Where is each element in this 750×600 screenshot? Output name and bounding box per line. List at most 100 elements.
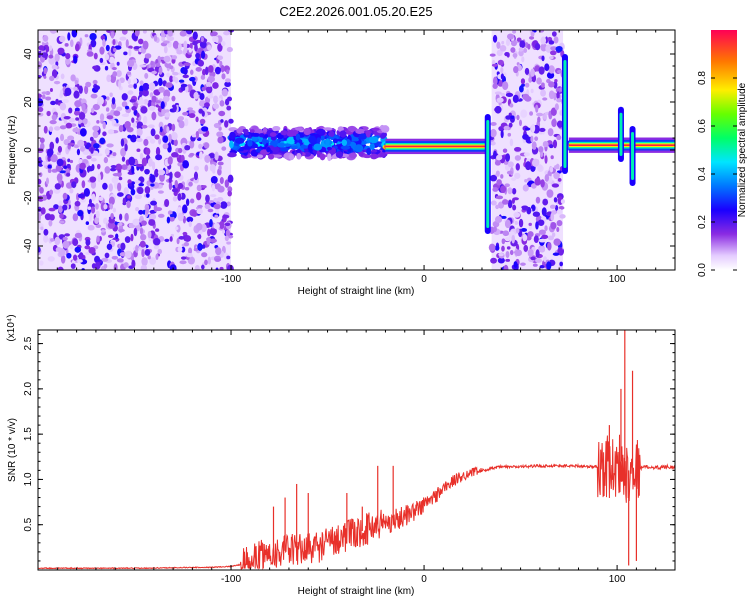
heat-cell bbox=[272, 154, 283, 158]
heat-cell bbox=[554, 204, 559, 211]
heat-cell bbox=[557, 178, 562, 182]
heat-cell bbox=[72, 213, 79, 222]
heat-cell bbox=[69, 188, 74, 194]
heat-cell bbox=[369, 136, 379, 144]
heat-cell bbox=[544, 155, 548, 164]
heat-cell bbox=[192, 40, 198, 46]
heat-cell bbox=[131, 105, 137, 111]
heat-cell bbox=[506, 170, 513, 175]
heat-cell bbox=[313, 143, 323, 151]
heat-cell bbox=[190, 76, 196, 81]
heat-cell bbox=[494, 91, 502, 95]
heat-cell bbox=[49, 189, 54, 196]
heat-cell bbox=[64, 42, 69, 47]
heat-cell bbox=[92, 130, 99, 139]
heat-cell bbox=[308, 135, 317, 144]
heat-cell bbox=[71, 181, 77, 189]
heat-cell bbox=[201, 252, 208, 258]
heat-cell bbox=[162, 95, 170, 103]
heat-cell bbox=[226, 241, 231, 245]
heat-cell bbox=[53, 204, 59, 210]
heat-cell bbox=[69, 159, 74, 164]
heat-cell bbox=[538, 246, 546, 253]
heat-cell bbox=[103, 156, 109, 164]
heat-cell bbox=[358, 133, 367, 140]
heat-cell bbox=[290, 145, 298, 150]
heat-cell bbox=[95, 210, 100, 219]
heat-cell bbox=[90, 39, 97, 48]
heat-cell bbox=[77, 193, 85, 199]
heat-cell bbox=[552, 139, 558, 149]
heat-cell bbox=[178, 79, 185, 83]
heat-cell bbox=[262, 127, 268, 134]
heat-cell bbox=[79, 128, 87, 137]
heat-cell bbox=[127, 134, 132, 139]
heat-cell bbox=[39, 260, 44, 266]
heat-cell bbox=[496, 154, 503, 161]
heat-cell bbox=[294, 127, 303, 131]
heat-cell bbox=[124, 250, 132, 259]
heat-cell bbox=[176, 237, 180, 245]
heat-cell bbox=[132, 218, 140, 226]
heat-cell bbox=[113, 110, 121, 117]
heat-cell bbox=[87, 206, 92, 210]
heat-cell bbox=[529, 36, 535, 40]
heat-cell bbox=[150, 60, 154, 66]
heat-cell bbox=[200, 50, 206, 59]
heat-cell bbox=[141, 257, 148, 266]
spectrogram-y-label: Frequency (Hz) bbox=[7, 116, 18, 185]
heat-cell bbox=[538, 146, 544, 153]
heat-cell bbox=[307, 143, 313, 152]
heat-cell bbox=[512, 197, 519, 201]
heat-cell bbox=[189, 198, 195, 204]
heat-cell bbox=[505, 250, 510, 259]
heat-cell bbox=[534, 136, 539, 141]
heat-cell bbox=[325, 138, 330, 147]
heat-cell bbox=[184, 145, 191, 151]
heat-cell bbox=[559, 214, 566, 219]
heat-cell bbox=[250, 132, 260, 137]
heat-cell bbox=[215, 267, 219, 270]
heat-cell bbox=[43, 234, 49, 243]
heat-spike-inner bbox=[486, 120, 490, 228]
heat-cell bbox=[213, 203, 221, 210]
heat-cell bbox=[496, 97, 504, 103]
heat-cell bbox=[144, 53, 152, 59]
heat-cell bbox=[535, 249, 540, 258]
heat-cell bbox=[500, 92, 506, 97]
heat-cell bbox=[249, 129, 255, 133]
heat-cell bbox=[155, 146, 161, 156]
heat-cell bbox=[38, 172, 43, 178]
heat-cell bbox=[197, 242, 203, 251]
heat-cell bbox=[217, 43, 223, 52]
heat-cell bbox=[163, 89, 171, 98]
heat-cell bbox=[39, 137, 45, 144]
heat-cell bbox=[349, 152, 357, 159]
heat-cell bbox=[288, 153, 295, 161]
heat-cell bbox=[494, 160, 501, 166]
heat-cell bbox=[147, 158, 153, 167]
heat-cell bbox=[54, 53, 60, 62]
heat-cell bbox=[225, 69, 230, 75]
heat-cell bbox=[158, 77, 163, 87]
heat-cell bbox=[242, 128, 249, 133]
colorbar-tick-label: 0.4 bbox=[697, 167, 708, 181]
heat-cell bbox=[556, 135, 562, 141]
heat-cell bbox=[169, 171, 173, 180]
heat-cell bbox=[206, 237, 211, 245]
heat-cell bbox=[97, 173, 101, 183]
heat-cell bbox=[50, 100, 56, 106]
heat-cell bbox=[128, 156, 136, 166]
heat-cell bbox=[138, 38, 144, 45]
x-tick-label: 100 bbox=[609, 574, 626, 585]
heat-cell bbox=[544, 174, 550, 182]
heat-cell bbox=[58, 35, 66, 43]
heat-cell bbox=[48, 54, 54, 59]
heat-cell bbox=[152, 182, 160, 189]
heat-cell bbox=[124, 236, 131, 244]
heat-cell bbox=[99, 57, 104, 63]
heat-cell bbox=[66, 84, 70, 89]
heat-cell bbox=[337, 126, 344, 132]
heat-cell bbox=[191, 134, 197, 138]
heat-cell bbox=[90, 157, 97, 162]
